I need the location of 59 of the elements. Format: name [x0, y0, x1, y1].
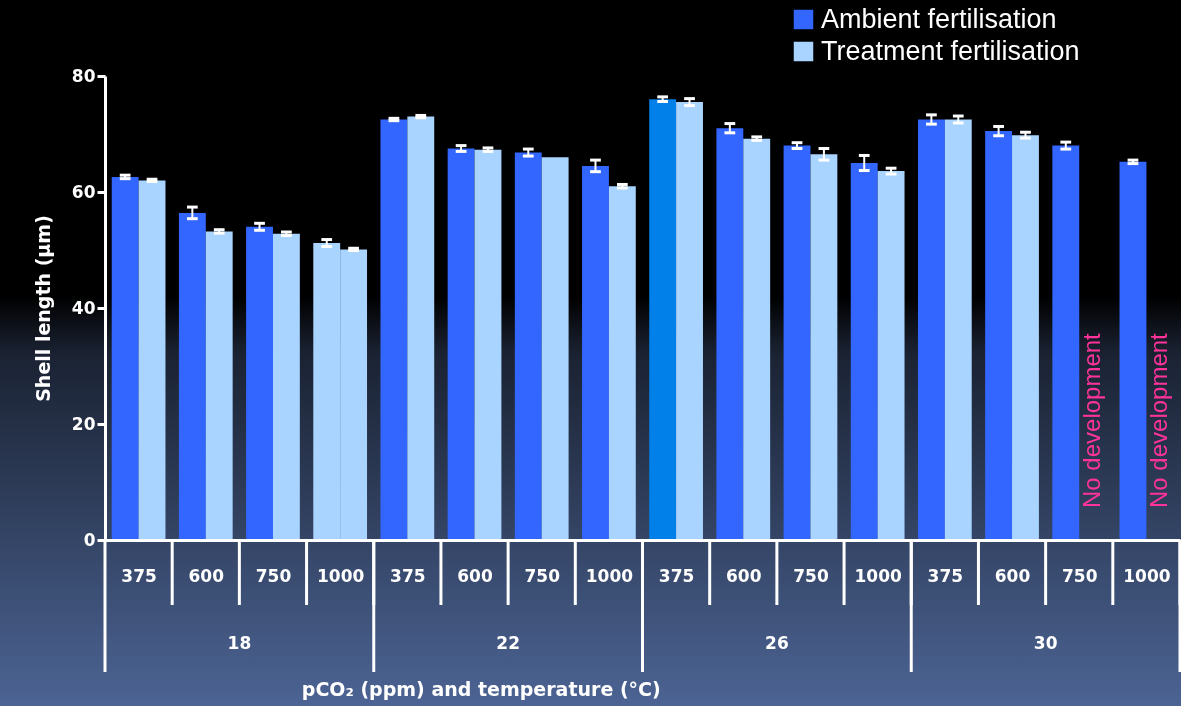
- x-tick-label: 375: [121, 565, 157, 586]
- y-tick-label: 40: [71, 297, 96, 318]
- x-tick-label: 600: [994, 565, 1031, 586]
- bar: [246, 226, 273, 540]
- bar: [541, 157, 569, 540]
- annotation: No development: [1144, 332, 1172, 508]
- text: 18: [227, 633, 252, 653]
- x-tick-label: 375: [390, 565, 426, 586]
- x-tick-label: 375: [927, 565, 964, 586]
- legend-label: Treatment fertilisation: [821, 35, 1080, 66]
- x-tick-label: 1000: [1123, 565, 1171, 586]
- bar: [514, 152, 542, 540]
- x-tick-label: 1000: [854, 565, 902, 586]
- bar: [743, 138, 771, 540]
- x-tick-label: 750: [524, 565, 561, 586]
- bar: [582, 165, 609, 540]
- bar: [205, 231, 233, 540]
- text: 30: [1033, 633, 1058, 653]
- bar: [716, 128, 744, 540]
- x-tick-label: 1000: [316, 565, 365, 586]
- y-tick-label: 80: [71, 65, 96, 86]
- legend-label: Ambient fertilisation: [821, 3, 1057, 34]
- bar: [1052, 145, 1080, 540]
- bar: [1012, 135, 1039, 540]
- bar: [850, 163, 878, 540]
- text: 22: [496, 633, 520, 653]
- bar: [877, 171, 905, 540]
- bar: [272, 233, 300, 540]
- bar: [111, 176, 139, 540]
- x-tick-label: 750: [1061, 565, 1098, 586]
- bar: [380, 119, 408, 540]
- bar: [1119, 161, 1147, 540]
- x-tick-label: 750: [793, 565, 829, 586]
- bar: [178, 212, 206, 540]
- x-tick-label: 600: [726, 565, 762, 586]
- bar: [676, 102, 703, 540]
- y-tick-label: 20: [71, 413, 96, 434]
- bar: [917, 119, 945, 540]
- y-tick-label: 0: [83, 529, 96, 550]
- bar: [447, 148, 475, 540]
- y-axis-title: Shell length (µm): [31, 215, 54, 402]
- x-tick-label: 750: [255, 565, 292, 586]
- bar: [944, 119, 972, 540]
- text: 26: [765, 633, 789, 653]
- bar: [138, 180, 166, 540]
- annotation: No development: [1077, 332, 1105, 508]
- x-axis-title: pCO₂ (ppm) and temperature (°C): [301, 678, 661, 700]
- x-tick-label: 375: [658, 565, 695, 586]
- x-tick-label: 600: [457, 565, 493, 586]
- bar: [407, 116, 435, 540]
- x-tick-label: 1000: [585, 565, 634, 586]
- bar: [985, 131, 1013, 540]
- bar: [608, 186, 636, 540]
- y-tick-label: 60: [71, 181, 96, 202]
- bar: [649, 99, 677, 540]
- bar: [783, 145, 811, 540]
- bar: [474, 149, 502, 540]
- bar: [810, 154, 838, 540]
- x-tick-label: 600: [188, 565, 225, 586]
